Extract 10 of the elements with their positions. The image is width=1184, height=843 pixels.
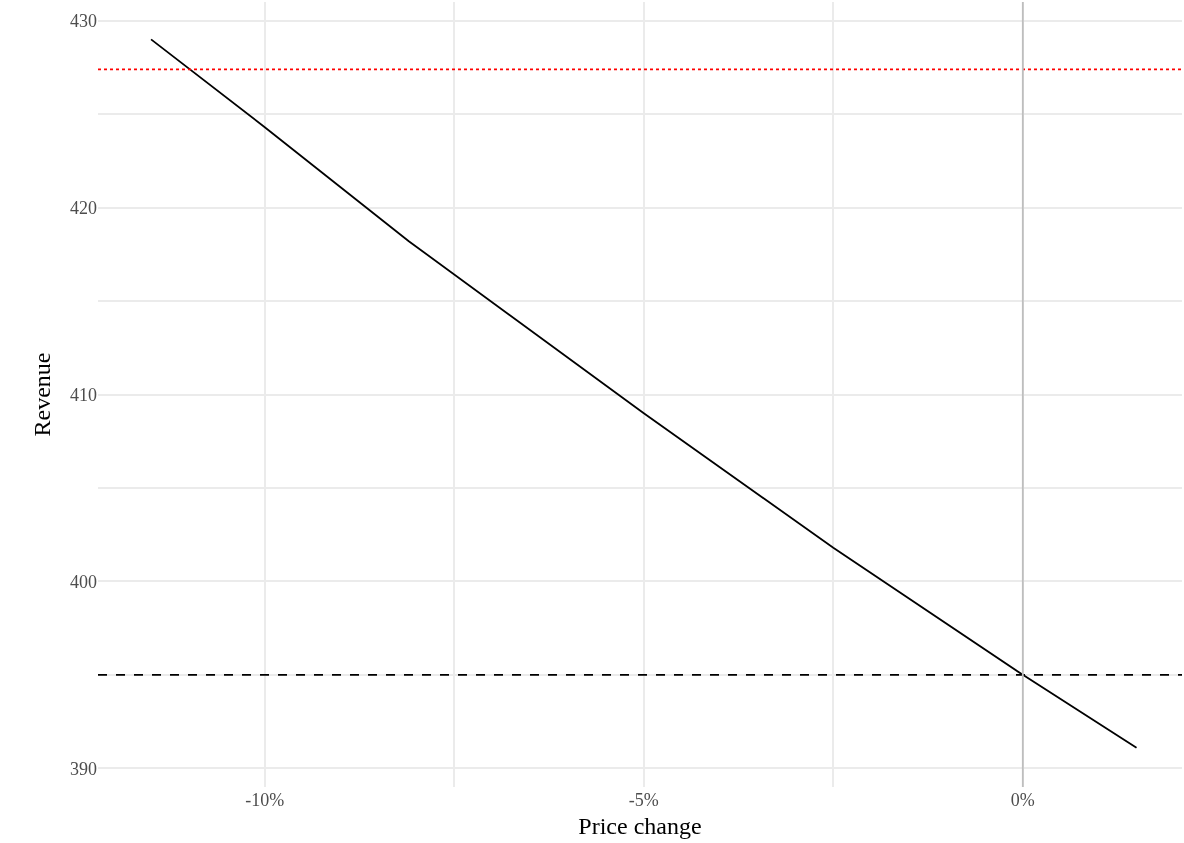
y-tick-label: 400 <box>70 571 97 592</box>
y-tick-label: 390 <box>70 758 97 779</box>
x-axis-title: Price change <box>578 813 702 840</box>
y-tick-label: 420 <box>70 197 97 218</box>
y-tick-label: 430 <box>70 10 97 31</box>
x-tick-label: -5% <box>628 790 659 810</box>
x-tick-label: 0% <box>1010 790 1035 810</box>
x-tick-label: -10% <box>245 790 285 810</box>
y-tick-label: 410 <box>70 384 97 405</box>
y-axis-title: Revenue <box>29 352 56 437</box>
